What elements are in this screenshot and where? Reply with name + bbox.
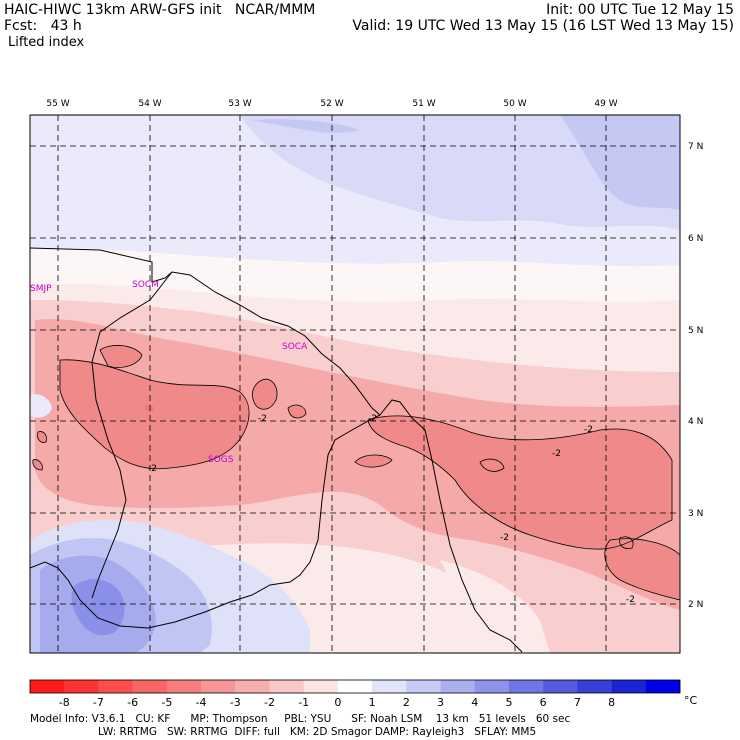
lat-lon-grid	[30, 115, 680, 653]
model-info-line1: Model Info: V3.6.1 CU: KF MP: Thompson P…	[30, 713, 571, 725]
colorbar-tick-label: -1	[298, 696, 309, 709]
init-time: Init: 00 UTC Tue 12 May 15	[546, 2, 734, 18]
station-socm: SOCM	[132, 280, 159, 290]
colorbar-swatch	[440, 680, 476, 693]
colorbar-swatch	[372, 680, 407, 693]
model-info-line2: LW: RRTMG SW: RRTMG DIFF: full KM: 2D Sm…	[98, 726, 537, 738]
colorbar-swatch	[132, 680, 168, 693]
station-soca: SOCA	[282, 342, 308, 352]
colorbar-tick-label: -3	[230, 696, 241, 709]
colorbar-swatch	[64, 680, 99, 693]
colorbar-swatch	[98, 680, 133, 693]
colorbar-swatch	[303, 680, 339, 693]
lat-label: 3 N	[688, 509, 703, 519]
lon-label: 51 W	[412, 99, 435, 109]
contour-label: -2	[148, 464, 157, 474]
colorbar-tick-label: 8	[608, 696, 615, 709]
lon-label: 54 W	[138, 99, 161, 109]
colorbar-tick-label: -7	[93, 696, 104, 709]
lat-label: 6 N	[688, 234, 703, 244]
colorbar-tick-label: -8	[59, 696, 70, 709]
lat-label: 5 N	[688, 326, 703, 336]
contour-label: -2	[368, 414, 377, 424]
contour-label: -2	[500, 533, 509, 543]
colorbar-tick-label: -2	[264, 696, 275, 709]
colorbar-tick-label: 2	[403, 696, 410, 709]
colorbar-tick-label: 1	[369, 696, 376, 709]
contour-label: -2	[584, 425, 593, 435]
colorbar: -8 -7 -6 -5 -4 -3 -2 -1 0 1 2 3 4 5 6 7 8 °C	[29, 679, 698, 709]
colorbar-frame	[29, 679, 681, 694]
contour-label: -2	[626, 595, 635, 605]
colorbar-swatch	[201, 680, 236, 693]
station-smjp: SMJP	[30, 284, 52, 294]
station-labels: SMJP SOCM SOCA SOGS	[30, 280, 308, 465]
valid-time: Valid: 19 UTC Wed 13 May 15 (16 LST Wed …	[352, 18, 734, 34]
lon-label: 55 W	[46, 99, 69, 109]
colorbar-tick-label: 5	[505, 696, 512, 709]
lifted-index-field	[30, 115, 680, 653]
lon-label: 50 W	[503, 99, 526, 109]
lat-labels: 7 N 6 N 5 N 4 N 3 N 2 N	[688, 142, 703, 610]
colorbar-tick-label: -5	[161, 696, 172, 709]
colorbar-swatch	[508, 680, 544, 693]
contour-label: -2	[258, 414, 267, 424]
colorbar-swatch	[269, 680, 304, 693]
colorbar-swatch	[30, 680, 65, 693]
colorbar-tick-label: 3	[437, 696, 444, 709]
lon-label: 49 W	[594, 99, 617, 109]
colorbar-swatch	[611, 680, 647, 693]
model-title: HAIC-HIWC 13km ARW-GFS init NCAR/MMM	[4, 2, 316, 18]
contour-labels: -2 -2 -2 -2 -2 -2 -2	[148, 414, 635, 605]
colorbar-tick-label: -6	[127, 696, 138, 709]
lon-label: 53 W	[228, 99, 251, 109]
colorbar-tick-label: 0	[334, 696, 341, 709]
forecast-hour: Fcst: 43 h	[4, 18, 82, 34]
field-name: Lifted index	[8, 35, 85, 50]
contour-label: -2	[552, 449, 561, 459]
colorbar-swatch	[577, 680, 612, 693]
colorbar-swatch	[543, 680, 578, 693]
colorbar-tick-label: 4	[471, 696, 478, 709]
lat-label: 2 N	[688, 600, 703, 610]
colorbar-swatch	[235, 680, 270, 693]
colorbar-swatch	[645, 680, 681, 693]
colorbar-tick-label: 6	[540, 696, 547, 709]
colorbar-swatch	[474, 680, 510, 693]
lat-label: 7 N	[688, 142, 703, 152]
coastlines	[30, 247, 523, 653]
colorbar-swatch	[166, 680, 202, 693]
colorbar-unit: °C	[684, 694, 698, 707]
lon-labels: 55 W 54 W 53 W 52 W 51 W 50 W 49 W	[46, 99, 617, 109]
colorbar-swatch	[406, 680, 441, 693]
colorbar-tick-label: 7	[574, 696, 581, 709]
colorbar-tick-label: -4	[196, 696, 207, 709]
lat-label: 4 N	[688, 417, 703, 427]
station-sogs: SOGS	[208, 455, 234, 465]
lon-label: 52 W	[320, 99, 343, 109]
map-border	[29, 114, 681, 654]
colorbar-swatch	[337, 680, 373, 693]
